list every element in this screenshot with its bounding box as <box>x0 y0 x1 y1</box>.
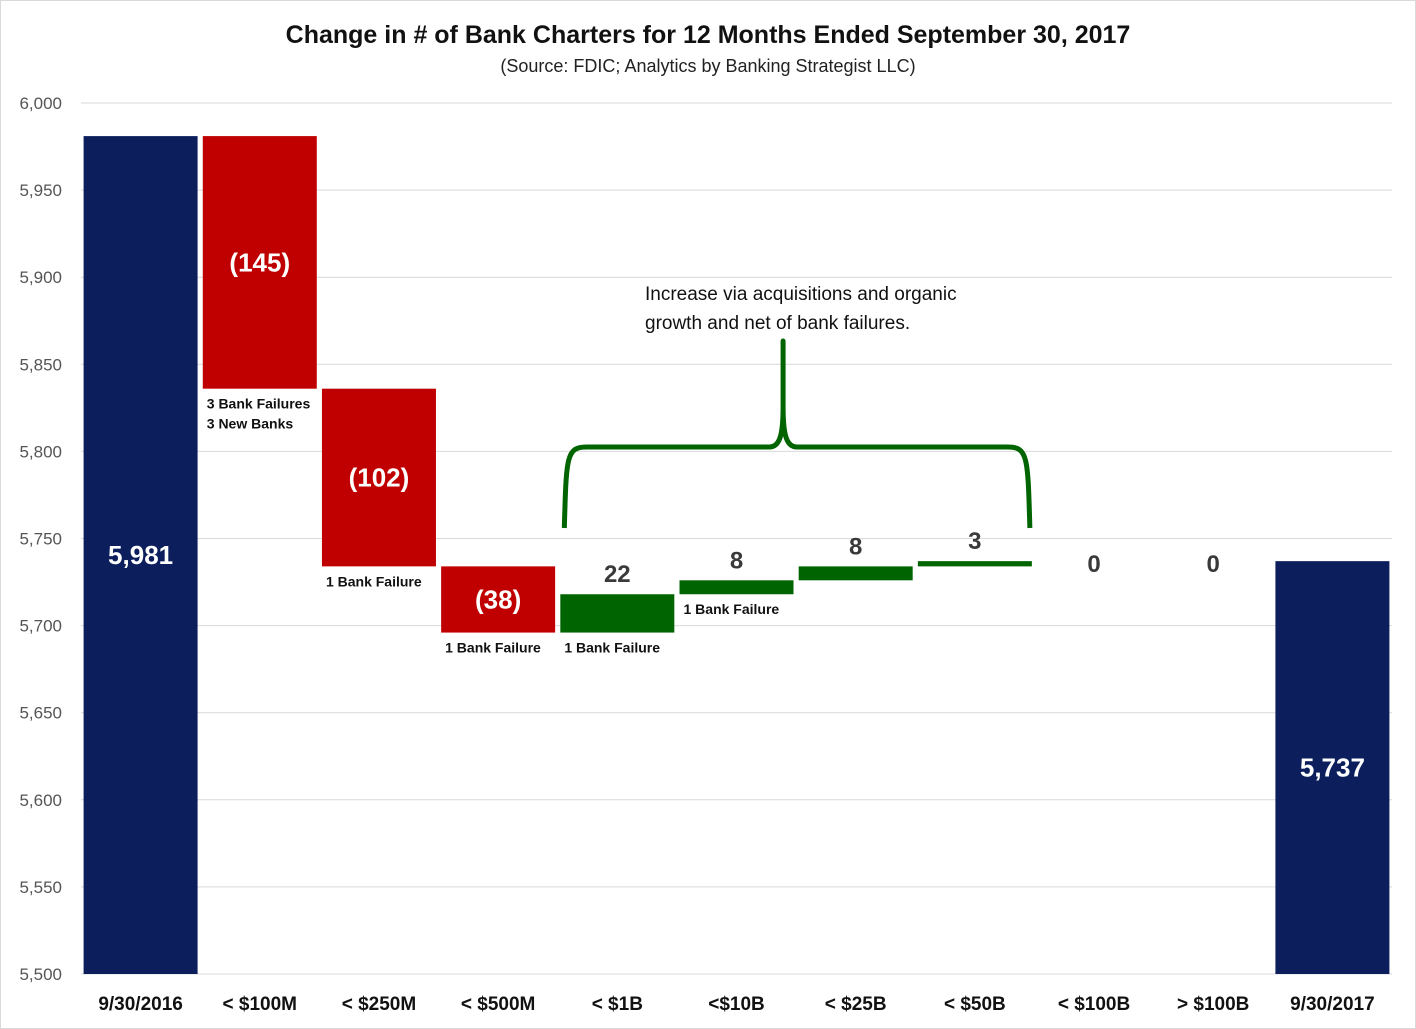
bars <box>83 136 1390 974</box>
bar-decrease <box>202 136 317 389</box>
data-labels: 5,981 (145) (102) (38) 22 8 8 3 0 0 5,737 <box>108 247 1365 782</box>
data-label: 0 <box>1087 551 1100 578</box>
data-label: 5,737 <box>1300 753 1365 783</box>
data-label: 5,981 <box>108 540 173 570</box>
x-tick-label: < $50B <box>944 994 1006 1015</box>
chart-title: Change in # of Bank Charters for 12 Mont… <box>286 21 1131 49</box>
bar-note: 3 Bank Failures <box>207 396 311 412</box>
data-label: 3 <box>968 528 981 555</box>
x-tick-label: <$10B <box>708 994 765 1015</box>
y-tick-label: 5,750 <box>19 530 62 549</box>
bar-increase <box>679 580 794 595</box>
y-tick-label: 5,650 <box>19 704 62 723</box>
bar-decrease <box>321 388 436 567</box>
x-tick-label: 9/30/2017 <box>1290 994 1375 1015</box>
data-label: 22 <box>604 561 631 588</box>
bar-note: 1 Bank Failure <box>445 640 541 656</box>
x-axis: 9/30/2016 < $100M < $250M < $500M < $1B <$10B… <box>98 994 1374 1015</box>
x-tick-label: < $100B <box>1058 994 1130 1015</box>
bracket-shape <box>561 338 1033 529</box>
y-tick-label: 6,000 <box>19 94 62 113</box>
bar-note: 3 New Banks <box>207 416 294 432</box>
x-tick-label: < $25B <box>825 994 887 1015</box>
y-axis: 5,500 5,550 5,600 5,650 5,700 5,750 5,800 5,850… <box>19 94 62 984</box>
x-tick-label: < $100M <box>223 994 297 1015</box>
y-tick-label: 5,700 <box>19 617 62 636</box>
annotation-text: growth and net of bank failures. <box>645 313 910 334</box>
annotation: Increase via acquisitions and organic gro… <box>561 284 1033 529</box>
bar-note: 1 Bank Failure <box>326 573 422 589</box>
bar-note: 1 Bank Failure <box>684 601 780 617</box>
y-tick-label: 5,500 <box>19 965 62 984</box>
bar-increase <box>798 566 913 581</box>
data-label: (102) <box>349 463 410 493</box>
bar-note: 1 Bank Failure <box>564 640 660 656</box>
data-label: (145) <box>229 247 290 277</box>
y-tick-label: 5,900 <box>19 268 62 287</box>
x-tick-label: < $1B <box>592 994 643 1015</box>
data-label: 8 <box>730 547 743 574</box>
bar-notes: 3 Bank Failures 3 New Banks 1 Bank Failure… <box>207 396 780 656</box>
y-tick-label: 5,600 <box>19 791 62 810</box>
data-label: (38) <box>475 584 521 614</box>
y-tick-label: 5,800 <box>19 442 62 461</box>
y-tick-label: 5,550 <box>19 878 62 897</box>
bar-decrease <box>441 566 556 633</box>
x-tick-label: < $500M <box>461 994 535 1015</box>
bar-total <box>1275 561 1390 974</box>
x-tick-label: > $100B <box>1177 994 1249 1015</box>
data-label: 8 <box>849 533 862 560</box>
bar-total <box>83 136 198 974</box>
x-tick-label: 9/30/2016 <box>98 994 183 1015</box>
chart-subtitle: (Source: FDIC; Analytics by Banking Stra… <box>500 56 915 76</box>
data-label: 0 <box>1207 551 1220 578</box>
annotation-text: Increase via acquisitions and organic <box>645 284 957 305</box>
gridlines <box>81 102 1392 975</box>
x-tick-label: < $250M <box>342 994 416 1015</box>
bar-increase <box>917 561 1032 567</box>
y-tick-label: 5,850 <box>19 355 62 374</box>
y-tick-label: 5,950 <box>19 181 62 200</box>
bar-increase <box>560 594 675 633</box>
